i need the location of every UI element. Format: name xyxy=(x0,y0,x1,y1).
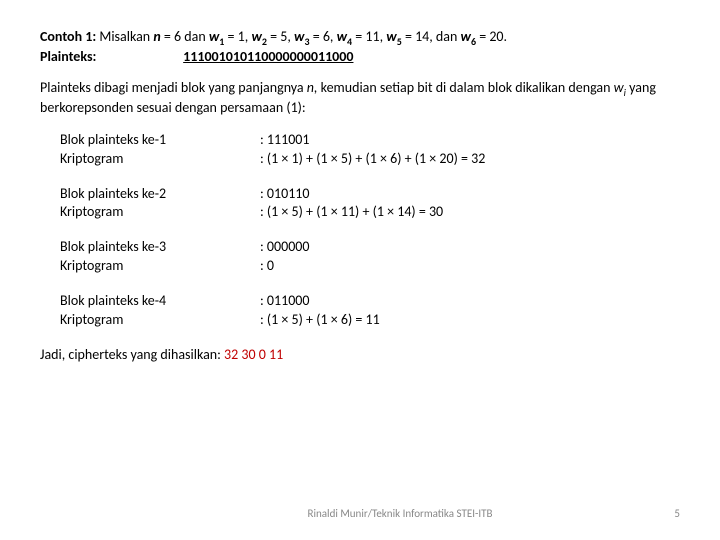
block-bits: : 111001 xyxy=(260,131,680,150)
block-label: Blok plainteks ke-4 xyxy=(60,292,260,311)
footer: Rinaldi Munir/Teknik Informatika STEI-IT… xyxy=(0,507,720,520)
cryptogram-calc: : (1 × 5) + (1 × 11) + (1 × 14) = 30 xyxy=(260,203,680,222)
block-list: Blok plainteks ke-1: 111001 Kriptogram: … xyxy=(40,131,680,330)
cryptogram-label: Kriptogram xyxy=(60,150,260,169)
block-bits: : 000000 xyxy=(260,238,680,257)
cryptogram-calc: : 0 xyxy=(260,257,680,276)
block-group: Blok plainteks ke-1: 111001 Kriptogram: … xyxy=(60,131,680,169)
plaintext-label: Plainteks: xyxy=(40,48,180,65)
n-var: n xyxy=(153,28,160,45)
cryptogram-calc: : (1 × 1) + (1 × 5) + (1 × 6) + (1 × 20)… xyxy=(260,150,680,169)
cryptogram-label: Kriptogram xyxy=(60,311,260,330)
cryptogram-label: Kriptogram xyxy=(60,203,260,222)
plaintext-line: Plainteks: 111001010110000000011000 xyxy=(40,48,680,65)
cryptogram-label: Kriptogram xyxy=(60,257,260,276)
conclusion: Jadi, cipherteks yang dihasilkan: 32 30 … xyxy=(40,346,680,363)
cryptogram-calc: : (1 × 5) + (1 × 6) = 11 xyxy=(260,311,680,330)
plaintext-bits: 111001010110000000011000 xyxy=(183,48,353,65)
conclusion-label: Jadi, cipherteks yang dihasilkan: xyxy=(40,346,224,363)
block-label: Blok plainteks ke-2 xyxy=(60,185,260,204)
example-prefix: Contoh 1: xyxy=(40,28,96,45)
page-number: 5 xyxy=(674,507,680,520)
block-group: Blok plainteks ke-3: 000000 Kriptogram: … xyxy=(60,238,680,276)
block-label: Blok plainteks ke-1 xyxy=(60,131,260,150)
example-heading: Contoh 1: Misalkan n = 6 dan w1 = 1, w2 … xyxy=(40,28,680,48)
block-bits: : 011000 xyxy=(260,292,680,311)
n-text: = 6 dan xyxy=(161,28,209,45)
block-bits: : 010110 xyxy=(260,185,680,204)
block-group: Blok plainteks ke-4: 011000 Kriptogram: … xyxy=(60,292,680,330)
block-group: Blok plainteks ke-2: 010110 Kriptogram: … xyxy=(60,185,680,223)
cipher-values: 32 30 0 11 xyxy=(224,346,283,363)
block-label: Blok plainteks ke-3 xyxy=(60,238,260,257)
heading-pretext: Misalkan xyxy=(99,28,153,45)
footer-credit: Rinaldi Munir/Teknik Informatika STEI-IT… xyxy=(308,507,493,520)
intro-text: Plainteks dibagi menjadi blok yang panja… xyxy=(40,79,680,117)
